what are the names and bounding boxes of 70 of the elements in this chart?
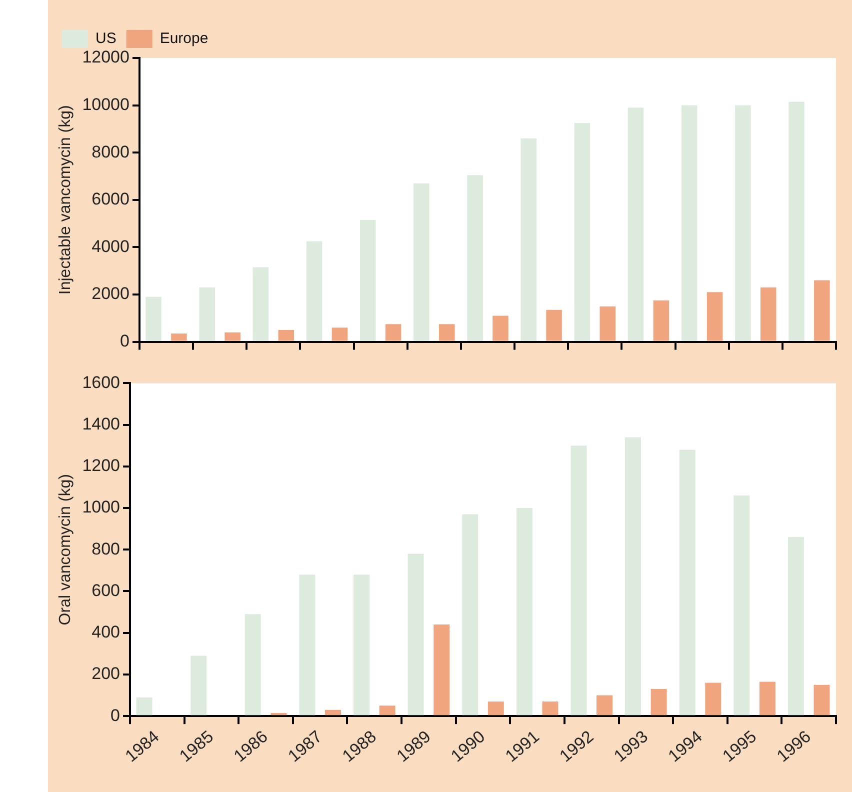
y-tick-label: 600 <box>92 580 120 600</box>
bar <box>385 324 402 341</box>
bar <box>574 123 590 341</box>
bar <box>190 656 207 716</box>
bar <box>171 334 187 341</box>
bar <box>759 682 776 716</box>
bar <box>760 287 776 341</box>
bar <box>516 508 532 716</box>
bar <box>467 175 483 341</box>
y-axis-title: Injectable vancomycin (kg) <box>57 105 74 295</box>
y-tick-label: 6000 <box>92 190 130 209</box>
bar <box>814 684 830 716</box>
bar <box>306 241 322 341</box>
bar <box>788 537 804 716</box>
bar <box>136 697 152 716</box>
bar <box>570 446 587 716</box>
bar <box>252 267 269 341</box>
bar <box>408 554 424 716</box>
bar <box>332 328 348 341</box>
y-tick-label: 8000 <box>92 142 130 162</box>
bar <box>679 450 696 716</box>
y-tick-label: 2000 <box>92 284 130 304</box>
bar <box>270 712 287 716</box>
y-tick-label: 4000 <box>92 236 130 256</box>
y-tick-label: 800 <box>92 539 120 558</box>
bar <box>414 183 430 341</box>
bar <box>734 496 750 716</box>
y-tick-label: 1200 <box>82 456 120 476</box>
bar <box>488 702 504 716</box>
y-tick-label: 1600 <box>82 372 120 392</box>
y-tick-label: 200 <box>92 664 120 684</box>
y-tick-label: 12000 <box>82 48 130 67</box>
bar <box>628 108 644 341</box>
y-axis-title: Oral vancomycin (kg) <box>57 474 74 626</box>
bar <box>542 702 558 716</box>
bar <box>438 324 455 341</box>
y-tick-label: 10000 <box>82 94 130 114</box>
bar <box>354 574 370 716</box>
legend-label: US <box>96 30 116 48</box>
y-tick-label: 1000 <box>82 498 120 517</box>
y-tick-label: 400 <box>92 622 120 642</box>
y-tick-label: 0 <box>120 331 130 350</box>
bar <box>360 220 376 341</box>
bar <box>625 437 642 716</box>
bar <box>492 316 508 341</box>
bar <box>299 574 316 716</box>
bar <box>546 310 562 341</box>
bar <box>706 292 723 341</box>
bar <box>735 105 751 341</box>
bar <box>379 706 396 716</box>
bar <box>681 105 698 341</box>
bar <box>596 695 613 716</box>
bar <box>146 296 162 341</box>
bar <box>653 300 670 341</box>
bar <box>600 306 616 341</box>
bar <box>434 624 450 716</box>
legend-label: Europe <box>160 30 208 48</box>
bar <box>650 689 667 716</box>
bar <box>705 682 722 716</box>
y-tick-label: 0 <box>110 706 120 725</box>
bar <box>244 614 261 716</box>
y-tick-label: 1400 <box>82 414 120 434</box>
bar <box>199 287 216 341</box>
bar <box>224 332 240 341</box>
bar <box>814 280 830 341</box>
bar <box>278 330 294 341</box>
bar <box>520 138 536 341</box>
bar <box>788 102 804 341</box>
bar <box>462 514 478 716</box>
bar <box>324 710 341 716</box>
